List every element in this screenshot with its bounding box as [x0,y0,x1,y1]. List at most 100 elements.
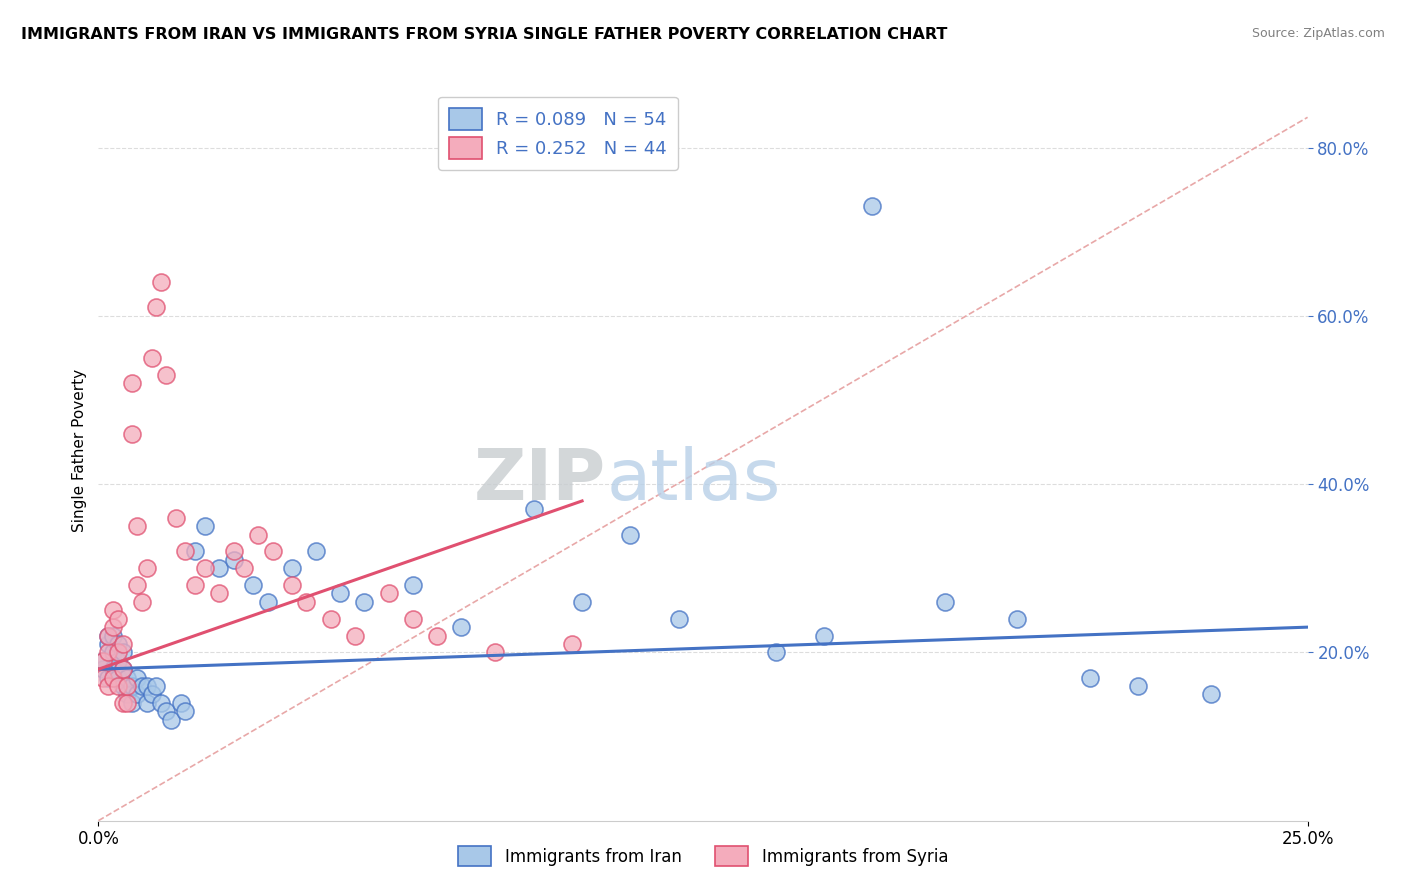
Point [97,679,120,693]
Point [97,628,120,642]
Point [111,645,134,659]
Point [107,679,129,693]
Point [402,578,425,592]
Point [281,561,304,575]
Point [668,612,690,626]
Point [107,645,129,659]
Point [91,662,114,676]
Point [131,595,153,609]
Point [101,662,124,676]
Point [262,544,284,558]
Point [145,301,167,315]
Text: ZIP: ZIP [474,446,606,515]
Point [402,612,425,626]
Point [117,688,139,702]
Point [117,696,139,710]
Point [1128,679,1150,693]
Point [127,519,149,533]
Point [765,645,787,659]
Point [127,671,149,685]
Point [329,586,352,600]
Point [222,544,245,558]
Point [150,696,173,710]
Legend: R = 0.089   N = 54, R = 0.252   N = 44: R = 0.089 N = 54, R = 0.252 N = 44 [439,96,678,169]
Point [377,586,399,600]
Point [174,704,197,718]
Point [242,578,264,592]
Point [135,679,157,693]
Point [160,713,183,727]
Point [1007,612,1029,626]
Point [91,671,114,685]
Point [111,637,134,651]
Point [208,586,231,600]
Point [141,688,163,702]
Point [169,696,191,710]
Point [934,595,956,609]
Point [184,578,207,592]
Point [127,578,149,592]
Point [111,696,134,710]
Point [107,671,129,685]
Point [97,671,120,685]
Point [426,628,449,642]
Point [117,679,139,693]
Point [145,679,167,693]
Point [131,679,153,693]
Point [353,595,375,609]
Y-axis label: Single Father Poverty: Single Father Poverty [72,369,87,532]
Point [450,620,472,634]
Point [101,603,124,617]
Point [194,561,217,575]
Point [165,510,187,524]
Point [101,671,124,685]
Point [319,612,342,626]
Point [107,637,129,651]
Point [184,544,207,558]
Point [860,199,883,213]
Point [174,544,197,558]
Point [619,527,641,541]
Point [523,502,546,516]
Point [194,519,217,533]
Point [155,704,177,718]
Point [111,662,134,676]
Point [97,628,120,642]
Point [155,368,177,382]
Point [111,662,134,676]
Point [222,553,245,567]
Point [111,679,134,693]
Point [813,628,835,642]
Text: Source: ZipAtlas.com: Source: ZipAtlas.com [1251,27,1385,40]
Point [281,578,304,592]
Point [1078,671,1101,685]
Legend: Immigrants from Iran, Immigrants from Syria: Immigrants from Iran, Immigrants from Sy… [450,838,956,875]
Point [101,628,124,642]
Point [232,561,254,575]
Point [107,612,129,626]
Point [101,620,124,634]
Point [121,426,143,441]
Point [150,275,173,289]
Point [141,351,163,365]
Point [97,645,120,659]
Point [97,637,120,651]
Point [256,595,278,609]
Point [135,696,157,710]
Point [91,654,114,668]
Point [208,561,231,575]
Point [121,679,143,693]
Point [135,561,157,575]
Point [561,637,583,651]
Point [343,628,366,642]
Point [91,654,114,668]
Point [305,544,328,558]
Point [121,696,143,710]
Point [295,595,318,609]
Point [484,645,506,659]
Point [571,595,593,609]
Point [117,671,139,685]
Point [127,688,149,702]
Point [101,645,124,659]
Point [121,376,143,391]
